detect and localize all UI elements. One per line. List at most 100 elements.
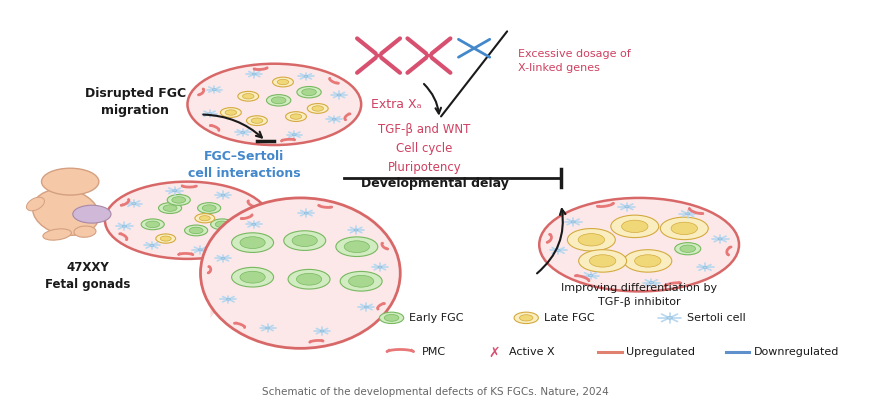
Circle shape [189,227,202,234]
Circle shape [680,245,694,253]
Circle shape [624,206,628,208]
Circle shape [42,168,99,195]
Circle shape [539,198,738,291]
Circle shape [167,195,190,205]
Circle shape [364,306,368,308]
Circle shape [272,77,293,87]
Circle shape [172,197,185,203]
Circle shape [702,266,706,268]
Circle shape [277,79,289,85]
Text: Late FGC: Late FGC [543,313,594,323]
Circle shape [307,104,328,113]
Circle shape [384,315,398,321]
Circle shape [239,236,242,238]
Circle shape [146,221,159,228]
Circle shape [198,249,202,251]
Text: Sertoli cell: Sertoli cell [687,313,745,323]
Circle shape [187,64,361,145]
Text: FGC–Sertoli
cell interactions: FGC–Sertoli cell interactions [188,151,300,180]
Circle shape [184,225,208,236]
Circle shape [424,54,433,58]
Circle shape [335,237,377,257]
Circle shape [105,182,269,259]
Ellipse shape [32,189,99,235]
Circle shape [623,250,671,272]
Circle shape [240,271,265,283]
Ellipse shape [74,226,96,237]
Circle shape [231,233,273,253]
Circle shape [199,216,210,221]
Circle shape [241,131,244,133]
Ellipse shape [200,198,400,348]
Circle shape [172,190,176,192]
Circle shape [302,89,316,95]
Text: Active X: Active X [508,348,554,357]
Circle shape [674,243,700,255]
Circle shape [292,134,296,135]
Circle shape [354,229,358,231]
Circle shape [589,255,615,267]
Circle shape [634,255,660,267]
Circle shape [197,203,221,213]
Circle shape [251,223,255,225]
Circle shape [246,116,267,126]
Circle shape [131,203,136,204]
Circle shape [208,113,211,115]
Circle shape [555,249,560,251]
Text: 47XXY
Fetal gonads: 47XXY Fetal gonads [45,261,130,291]
Circle shape [220,108,241,118]
Circle shape [296,273,322,285]
Text: Downregulated: Downregulated [753,348,839,357]
Circle shape [226,298,230,300]
Text: Upregulated: Upregulated [626,348,694,357]
Circle shape [225,110,236,115]
Circle shape [249,213,252,215]
Circle shape [149,244,154,246]
Circle shape [670,222,697,235]
Circle shape [296,86,321,98]
Circle shape [578,234,604,246]
Circle shape [375,54,382,58]
Text: Excessive dosage of
X-linked genes: Excessive dosage of X-linked genes [517,49,629,73]
Circle shape [620,220,647,233]
Circle shape [231,267,273,287]
Circle shape [158,203,182,213]
Circle shape [578,250,626,272]
Circle shape [567,228,614,251]
Circle shape [660,217,707,239]
Circle shape [332,118,335,120]
Circle shape [283,231,325,251]
Circle shape [312,106,323,111]
Circle shape [570,221,574,223]
Circle shape [292,235,317,246]
Circle shape [303,75,308,77]
Circle shape [210,219,234,230]
Circle shape [348,275,374,287]
Text: PMC: PMC [421,348,446,357]
Circle shape [377,266,381,268]
Circle shape [251,118,262,123]
Text: Disrupted FGC
migration: Disrupted FGC migration [84,87,186,118]
Circle shape [163,205,176,211]
Ellipse shape [43,229,71,240]
Circle shape [717,238,721,240]
Circle shape [344,241,369,253]
Circle shape [160,236,171,241]
Circle shape [202,205,216,211]
Circle shape [221,194,225,196]
Text: Early FGC: Early FGC [408,313,463,323]
Circle shape [336,94,341,96]
Circle shape [237,91,258,101]
Circle shape [240,237,265,248]
Text: Schematic of the developmental defects of KS FGCs. Nature, 2024: Schematic of the developmental defects o… [262,387,607,397]
Circle shape [156,234,176,243]
Circle shape [265,327,269,329]
Circle shape [73,205,111,223]
Text: Improving differentiation by
TGF-β inhibitor: Improving differentiation by TGF-β inhib… [561,283,716,307]
Circle shape [666,317,672,319]
Circle shape [212,89,216,91]
Circle shape [290,114,302,119]
Ellipse shape [26,197,44,211]
Text: TGF-β and WNT
Cell cycle
Pluripotency: TGF-β and WNT Cell cycle Pluripotency [378,123,470,174]
Circle shape [141,219,164,230]
